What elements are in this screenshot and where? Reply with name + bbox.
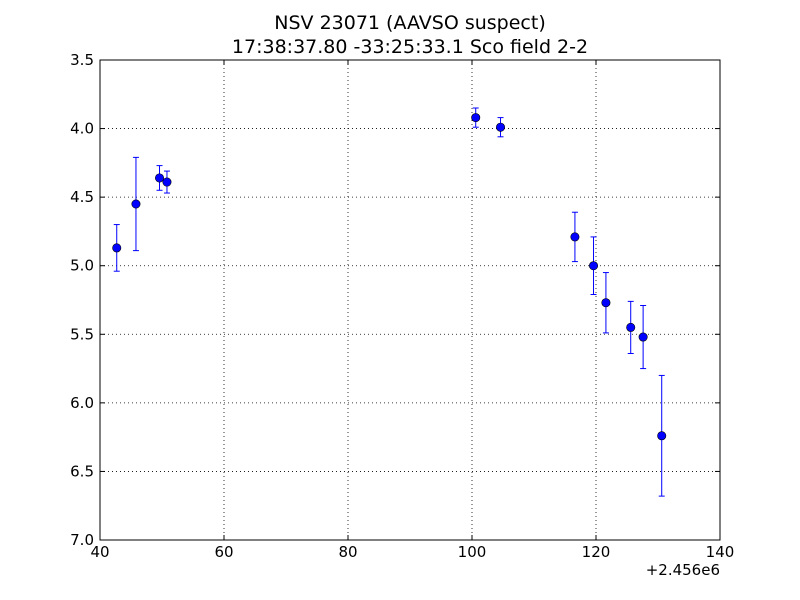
y-tick-label: 4.5: [70, 188, 94, 206]
y-tick-label: 7.0: [70, 531, 94, 549]
data-point: [155, 173, 165, 183]
data-point: [471, 113, 481, 123]
y-tick-label: 6.5: [70, 462, 94, 480]
x-tick-label: 40: [90, 543, 109, 561]
y-tick-label: 3.5: [70, 51, 94, 69]
data-point: [657, 431, 667, 441]
grid: [100, 60, 720, 540]
data-point: [638, 332, 648, 342]
x-tick-label: 100: [458, 543, 487, 561]
x-tick-label: 60: [214, 543, 233, 561]
y-tick-label: 5.5: [70, 325, 94, 343]
data-point: [112, 243, 122, 253]
y-tick-label: 6.0: [70, 394, 94, 412]
data-point: [570, 232, 580, 242]
x-tick-label: 120: [582, 543, 611, 561]
x-tick-label: 140: [706, 543, 735, 561]
data-point: [589, 261, 599, 271]
data-points: [112, 113, 667, 441]
plot-frame: [99, 59, 721, 541]
x-tick-label: 80: [338, 543, 357, 561]
data-point: [496, 122, 506, 132]
data-point: [626, 322, 636, 332]
y-tick-label: 4.0: [70, 120, 94, 138]
data-point: [601, 298, 611, 308]
data-point: [162, 177, 172, 187]
data-point: [131, 199, 141, 209]
chart-subtitle: 17:38:37.80 -33:25:33.1 Sco field 2-2: [232, 36, 588, 58]
x-offset-label: +2.456e6: [646, 561, 720, 579]
y-tick-label: 5.0: [70, 257, 94, 275]
axis-ticks: 40 60 80 100 120 140 3.5 4.0 4.5 5.0 5.5 6.0 6.5 7.0: [70, 51, 734, 561]
chart-title: NSV 23071 (AAVSO suspect): [274, 12, 545, 34]
